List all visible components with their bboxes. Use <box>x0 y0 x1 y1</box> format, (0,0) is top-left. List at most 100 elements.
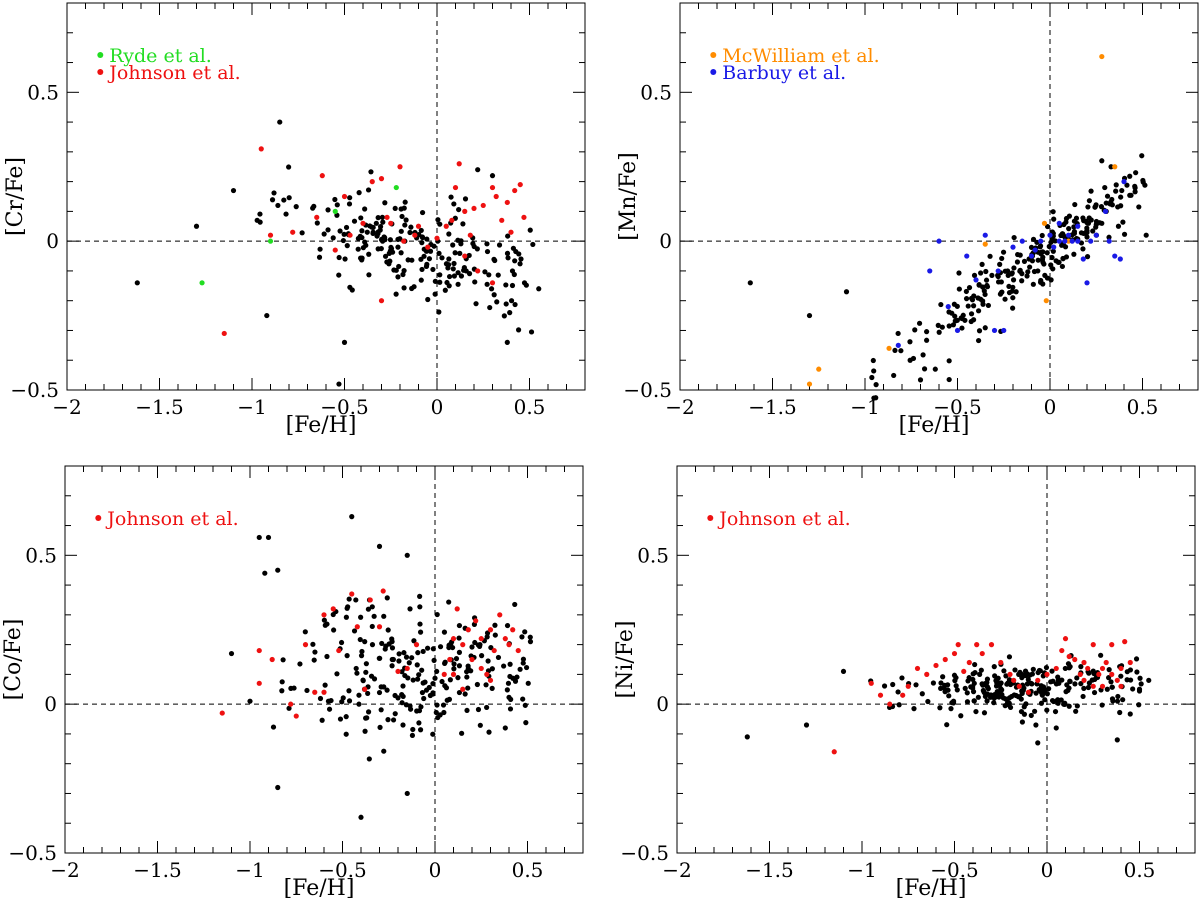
data-point <box>925 698 931 705</box>
data-point <box>877 692 884 698</box>
data-point <box>1028 680 1034 686</box>
data-point <box>404 665 410 672</box>
data-point <box>441 709 447 716</box>
data-point <box>1061 221 1067 228</box>
data-point <box>1046 243 1052 250</box>
data-point <box>1118 673 1124 679</box>
data-point <box>338 639 345 646</box>
data-point <box>382 200 388 206</box>
data-point <box>247 698 253 704</box>
data-point <box>528 329 535 335</box>
data-point <box>806 312 813 319</box>
data-point <box>919 691 925 697</box>
data-point <box>447 677 453 683</box>
data-point <box>747 280 753 286</box>
data-point <box>1001 668 1007 674</box>
data-point <box>475 268 481 274</box>
data-point <box>473 618 479 624</box>
data-point <box>446 696 453 702</box>
data-point <box>527 634 533 640</box>
data-point <box>510 245 517 251</box>
data-point <box>332 247 338 253</box>
data-point <box>1055 700 1061 706</box>
data-point <box>501 313 507 319</box>
x-tick-label: −1 <box>235 858 264 882</box>
data-point <box>441 629 448 635</box>
data-point <box>970 317 977 323</box>
data-point <box>520 656 527 662</box>
data-point <box>1056 259 1062 265</box>
data-point <box>1003 673 1009 679</box>
data-point <box>963 288 969 295</box>
data-point <box>340 695 346 701</box>
data-point <box>965 678 971 684</box>
data-point <box>456 663 463 669</box>
data-point <box>1040 249 1046 255</box>
data-point <box>395 236 401 242</box>
data-point <box>507 661 513 667</box>
data-point <box>312 689 318 695</box>
data-point <box>464 707 470 714</box>
data-point <box>410 677 416 683</box>
series-johnson-et-al- <box>831 636 1133 755</box>
data-point <box>521 214 527 220</box>
data-point <box>314 214 320 220</box>
data-point <box>1043 298 1049 304</box>
data-point <box>395 274 401 280</box>
data-point <box>1120 697 1126 703</box>
data-point <box>396 263 402 270</box>
data-point <box>358 814 364 820</box>
data-point <box>1062 636 1069 642</box>
data-point <box>1066 226 1072 232</box>
data-point <box>492 257 498 264</box>
data-point <box>964 690 970 696</box>
data-point <box>297 661 303 667</box>
data-point <box>1073 708 1079 714</box>
data-point <box>951 672 958 678</box>
data-point <box>987 253 993 259</box>
data-point <box>455 281 461 287</box>
data-point <box>418 277 424 283</box>
x-axis-label: [Fe/H] <box>286 413 357 438</box>
data-point <box>1025 269 1031 275</box>
data-point <box>881 683 888 689</box>
x-tick-label: 0 <box>1041 858 1054 882</box>
data-point <box>396 658 402 664</box>
data-point <box>442 660 448 666</box>
y-axis-label: [Co/Fe] <box>1 619 26 701</box>
data-point <box>1142 182 1148 188</box>
data-point <box>991 327 998 334</box>
data-point <box>972 669 978 676</box>
data-point <box>437 644 444 650</box>
data-point <box>1010 295 1016 301</box>
data-point <box>1033 722 1039 728</box>
data-point <box>419 689 426 696</box>
data-point <box>386 250 392 256</box>
data-point <box>369 642 376 648</box>
data-point <box>975 295 981 301</box>
data-point <box>379 236 385 242</box>
data-point <box>353 665 359 672</box>
data-point <box>473 301 479 307</box>
x-tick-label: 0 <box>431 395 444 419</box>
data-point <box>420 648 426 655</box>
data-point <box>337 228 343 234</box>
data-point <box>504 622 511 629</box>
data-point <box>419 240 425 246</box>
data-point <box>523 664 530 671</box>
data-point <box>324 621 330 627</box>
data-point <box>910 355 917 362</box>
data-point <box>376 543 383 549</box>
data-point <box>404 790 410 797</box>
data-point <box>520 696 526 702</box>
data-point <box>392 692 398 699</box>
data-point <box>898 348 904 354</box>
data-point <box>421 695 427 702</box>
panel-top-left: −2 −1.5 −1 −0.5 0 0.5 −0.5 0 0.5 [Fe/H] [Cr/Fe] Ryd… <box>3 2 586 438</box>
data-point <box>1089 677 1095 683</box>
data-point <box>283 211 289 217</box>
data-point <box>356 701 362 707</box>
data-point <box>966 284 973 291</box>
data-point <box>462 253 468 259</box>
